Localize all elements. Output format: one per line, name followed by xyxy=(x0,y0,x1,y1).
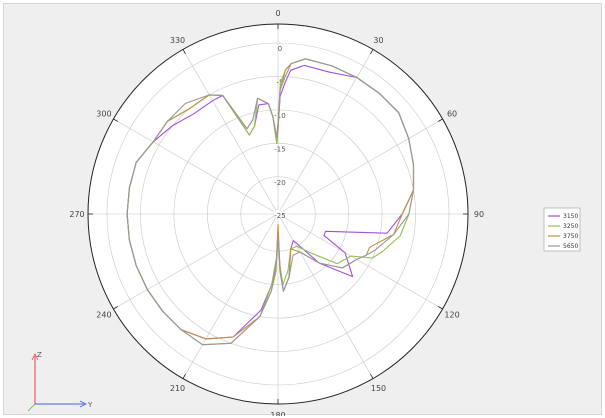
angle-tick-label: 300 xyxy=(96,110,111,119)
angle-tick-mark xyxy=(370,49,374,54)
legend: 3150 3250 3750 5650 xyxy=(543,207,581,252)
polar-chart: 0-5-10-15-20-25 030609012015018021024027… xyxy=(27,9,581,416)
angle-tick-label: 120 xyxy=(444,311,459,320)
axis-indicator-y-label: Y xyxy=(87,401,93,409)
grid-spoke xyxy=(182,217,277,379)
radial-tick-label: -10 xyxy=(274,112,285,120)
angle-tick-mark xyxy=(438,118,443,122)
angle-tick-label: 180 xyxy=(270,411,285,416)
grid-spoke xyxy=(113,118,275,213)
grid-spoke xyxy=(281,215,443,310)
angle-tick-label: 330 xyxy=(170,36,185,45)
radial-tick-label: -20 xyxy=(274,179,285,187)
series-line-5650 xyxy=(126,58,415,346)
axis-indicator-arrow-up xyxy=(31,353,39,361)
angle-tick-label: 0 xyxy=(275,9,280,18)
angle-tick-label: 30 xyxy=(373,36,383,45)
legend-label-3150: 3150 xyxy=(563,213,578,220)
angle-tick-mark xyxy=(370,374,374,379)
axis-indicator-z-label: Z xyxy=(37,351,42,359)
legend-label-3750: 3750 xyxy=(563,233,578,240)
axis-indicator: Z Y xyxy=(27,351,93,412)
polar-plot-area xyxy=(88,24,468,404)
angle-tick-label: 270 xyxy=(69,210,84,219)
angle-tick-label: 90 xyxy=(474,210,484,219)
angle-tick-label: 240 xyxy=(96,311,111,320)
angle-tick-mark xyxy=(182,49,186,54)
grid-spoke xyxy=(113,215,275,310)
grid-spoke xyxy=(281,118,443,213)
legend-box xyxy=(543,207,581,252)
legend-label-3250: 3250 xyxy=(563,223,578,230)
radial-tick-label: -25 xyxy=(274,212,285,220)
radial-tick-label: -15 xyxy=(274,145,285,153)
grid-spoke xyxy=(279,49,374,211)
axis-indicator-arrow-right xyxy=(79,400,87,408)
axis-indicator-diagonal xyxy=(27,403,36,412)
angle-tick-mark xyxy=(113,306,118,310)
angle-tick-mark xyxy=(438,306,443,310)
angle-tick-mark xyxy=(113,118,118,122)
angle-tick-label: 150 xyxy=(371,384,386,393)
radial-tick-label: 0 xyxy=(278,45,282,53)
angle-tick-label: 210 xyxy=(170,384,185,393)
angle-tick-label: 60 xyxy=(447,110,457,119)
grid-spoke xyxy=(279,217,374,379)
grid-spoke xyxy=(182,49,277,211)
angle-tick-mark xyxy=(182,374,186,379)
legend-label-5650: 5650 xyxy=(563,243,578,250)
plot-window: 0 -5 -10 -15 -20 -25 0 30 60 90 120 150 180 210 240 27… xyxy=(3,3,602,416)
